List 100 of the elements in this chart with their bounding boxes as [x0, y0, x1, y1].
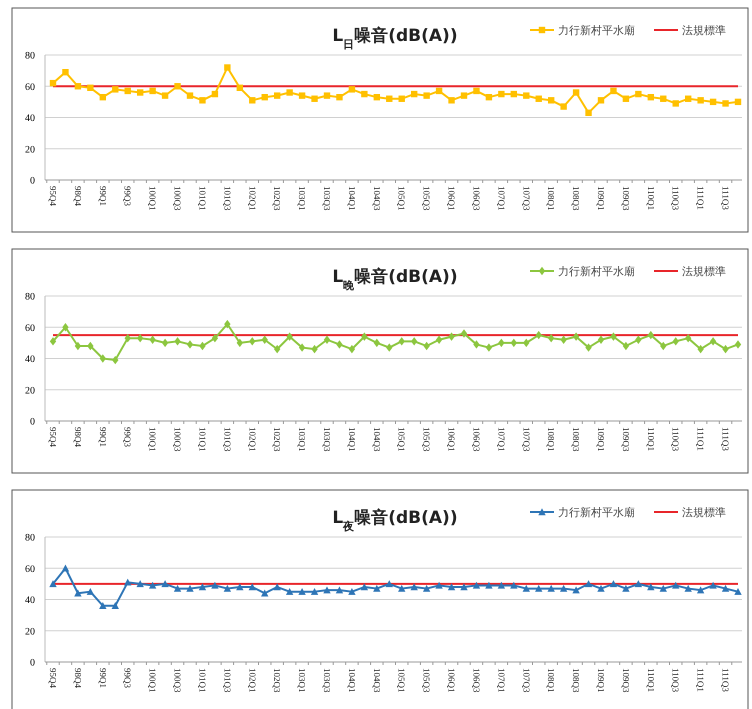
- point: [672, 582, 680, 589]
- point: [435, 582, 443, 589]
- point: [635, 336, 642, 344]
- x-tick-label: 107Q1: [496, 186, 506, 210]
- point: [710, 337, 716, 346]
- x-tick-label: 99Q1: [98, 427, 108, 447]
- point: [348, 86, 356, 93]
- x-tick-label: 104Q3: [372, 186, 382, 211]
- x-tick-label: 101Q3: [222, 427, 232, 452]
- point: [635, 90, 642, 98]
- x-tick-label: 105Q3: [422, 427, 432, 452]
- point: [148, 582, 156, 589]
- point: [648, 330, 654, 340]
- y-tick-label: 0: [30, 176, 35, 186]
- x-tick-label: 99Q3: [122, 668, 133, 688]
- point: [87, 84, 94, 92]
- point: [298, 92, 306, 99]
- x-tick-label: 108Q1: [546, 427, 556, 452]
- point: [386, 580, 393, 588]
- point: [436, 88, 442, 94]
- point: [62, 564, 70, 572]
- x-tick-label: 111Q3: [720, 668, 731, 692]
- point: [472, 582, 480, 589]
- point: [212, 90, 218, 98]
- point: [734, 340, 742, 349]
- point: [74, 83, 82, 90]
- x-tick-label: 110Q1: [646, 668, 656, 692]
- point: [348, 344, 356, 354]
- point: [722, 584, 730, 592]
- x-tick-label: 103Q1: [297, 186, 308, 210]
- point: [535, 584, 542, 592]
- point: [162, 92, 168, 99]
- x-tick-label: 108Q3: [571, 186, 582, 211]
- point: [522, 584, 530, 592]
- point: [49, 580, 57, 588]
- point: [374, 94, 380, 100]
- point: [709, 582, 717, 589]
- x-tick-label: 109Q1: [596, 668, 606, 692]
- point: [286, 89, 293, 96]
- x-tick-label: 103Q3: [322, 186, 332, 211]
- x-tick-label: 109Q1: [596, 427, 606, 452]
- x-tick-label: 98Q4: [72, 668, 83, 688]
- point: [136, 334, 144, 342]
- point: [696, 586, 704, 594]
- point: [262, 336, 268, 344]
- x-tick-label: 99Q1: [98, 186, 108, 206]
- point: [198, 583, 206, 590]
- point: [722, 344, 729, 354]
- x-tick-label: 111Q1: [696, 668, 706, 692]
- point: [460, 92, 468, 99]
- x-tick-label: 109Q3: [620, 186, 631, 211]
- x-tick-label: 102Q3: [272, 186, 282, 211]
- x-tick-label: 111Q1: [696, 427, 706, 451]
- x-tick-label: 102Q1: [247, 427, 258, 452]
- x-tick-label: 100Q1: [148, 186, 158, 210]
- point: [585, 110, 592, 116]
- legend-label: 法規標準: [682, 264, 726, 278]
- x-tick-label: 104Q3: [372, 668, 382, 693]
- point: [448, 332, 455, 341]
- point: [361, 90, 368, 98]
- x-tick-label: 99Q1: [98, 668, 108, 688]
- point: [423, 342, 430, 350]
- point: [336, 586, 344, 594]
- point: [410, 337, 418, 346]
- point: [610, 88, 617, 94]
- point: [560, 103, 567, 110]
- point: [536, 330, 542, 340]
- x-tick-label: 109Q3: [620, 668, 631, 693]
- point: [498, 582, 506, 589]
- point: [224, 320, 231, 328]
- point: [112, 86, 118, 93]
- point: [124, 334, 131, 342]
- point: [722, 100, 729, 107]
- x-tick-label: 105Q3: [422, 668, 432, 693]
- point: [100, 94, 106, 100]
- x-tick-label: 104Q1: [346, 427, 357, 452]
- x-tick-label: 110Q3: [670, 427, 681, 452]
- point: [510, 338, 518, 348]
- point: [149, 88, 156, 94]
- point: [473, 340, 480, 349]
- chart-title: L$_{晚}$噪音(dB(A)): [332, 267, 458, 292]
- point: [336, 340, 343, 349]
- point: [684, 96, 692, 102]
- x-tick-label: 102Q3: [272, 668, 282, 693]
- point: [536, 96, 542, 102]
- x-tick-label: 111Q3: [720, 186, 731, 210]
- x-tick-label: 105Q3: [422, 186, 432, 211]
- y-tick-label: 60: [25, 322, 35, 334]
- point: [622, 342, 630, 350]
- point: [560, 584, 568, 592]
- x-tick-label: 107Q3: [521, 668, 532, 693]
- x-tick-label: 108Q3: [571, 668, 582, 693]
- point: [274, 92, 280, 99]
- point: [548, 334, 554, 342]
- x-tick-label: 100Q1: [148, 427, 158, 452]
- point: [634, 580, 642, 588]
- point: [310, 588, 318, 595]
- point: [124, 578, 132, 586]
- x-tick-label: 98Q4: [72, 427, 83, 448]
- point: [86, 588, 94, 595]
